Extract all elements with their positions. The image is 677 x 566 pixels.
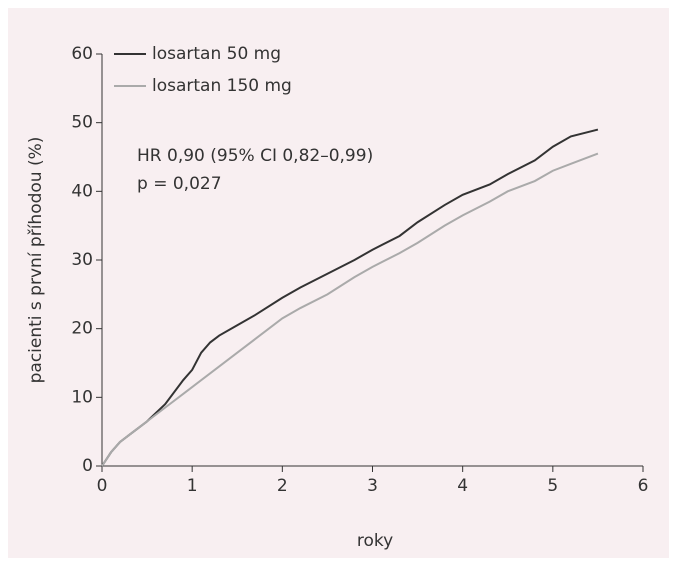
y-tick-label: 60 bbox=[71, 44, 93, 64]
y-tick-label: 20 bbox=[71, 319, 93, 339]
legend-label: losartan 50 mg bbox=[152, 44, 281, 64]
x-tick-label: 4 bbox=[457, 476, 468, 496]
y-tick-label: 0 bbox=[82, 456, 93, 476]
line-series bbox=[101, 128, 599, 467]
annotation: p = 0,027 bbox=[137, 174, 222, 194]
y-axis-label: pacienti s první příhodou (%) bbox=[26, 137, 46, 384]
x-tick-label: 3 bbox=[367, 476, 378, 496]
x-tick-label: 6 bbox=[638, 476, 649, 496]
x-tick-label: 5 bbox=[547, 476, 558, 496]
line-series bbox=[101, 152, 599, 467]
legend-label: losartan 150 mg bbox=[152, 76, 292, 96]
x-tick-label: 2 bbox=[277, 476, 288, 496]
x-tick-label: 1 bbox=[187, 476, 198, 496]
y-tick-label: 40 bbox=[71, 181, 93, 201]
x-tick-label: 0 bbox=[97, 476, 108, 496]
y-tick-label: 30 bbox=[71, 250, 93, 270]
y-tick-label: 10 bbox=[71, 387, 93, 407]
x-axis-label: roky bbox=[357, 531, 393, 551]
y-tick-label: 50 bbox=[71, 113, 93, 133]
annotation: HR 0,90 (95% CI 0,82–0,99) bbox=[137, 146, 373, 166]
